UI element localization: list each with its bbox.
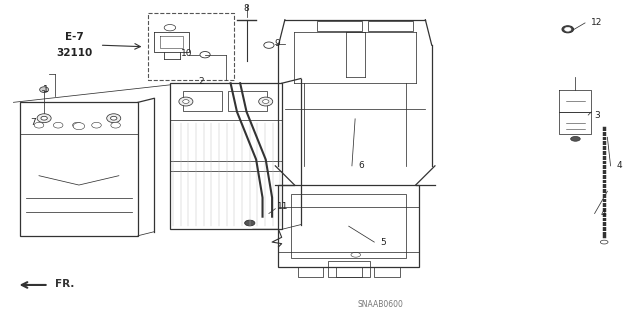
Ellipse shape bbox=[34, 122, 44, 128]
Text: E-7: E-7 bbox=[65, 32, 83, 42]
Bar bbox=[20, 102, 138, 236]
Ellipse shape bbox=[37, 114, 51, 123]
Bar bbox=[317, 21, 362, 31]
Ellipse shape bbox=[111, 116, 117, 120]
Text: 11: 11 bbox=[276, 202, 288, 211]
Ellipse shape bbox=[244, 220, 255, 226]
Bar bbox=[298, 268, 323, 277]
Ellipse shape bbox=[53, 122, 63, 128]
Bar bbox=[278, 185, 419, 268]
Ellipse shape bbox=[562, 26, 573, 33]
Text: 7: 7 bbox=[30, 118, 36, 127]
Ellipse shape bbox=[73, 123, 84, 130]
Ellipse shape bbox=[92, 122, 101, 128]
Text: 2: 2 bbox=[198, 77, 204, 86]
Bar bbox=[228, 91, 267, 111]
Text: 8: 8 bbox=[244, 4, 250, 13]
Ellipse shape bbox=[41, 116, 47, 120]
Ellipse shape bbox=[259, 97, 273, 106]
Text: 4: 4 bbox=[601, 209, 607, 218]
Text: 5: 5 bbox=[381, 238, 387, 247]
Text: 6: 6 bbox=[358, 161, 364, 170]
Ellipse shape bbox=[107, 114, 121, 123]
Ellipse shape bbox=[111, 122, 120, 128]
Text: 32110: 32110 bbox=[56, 48, 92, 58]
Ellipse shape bbox=[164, 25, 175, 31]
Text: 10: 10 bbox=[180, 48, 192, 58]
Text: 12: 12 bbox=[591, 19, 603, 27]
Text: 4: 4 bbox=[617, 161, 623, 170]
Ellipse shape bbox=[200, 51, 210, 58]
Text: FR.: FR. bbox=[55, 279, 74, 289]
Ellipse shape bbox=[182, 100, 189, 103]
Bar bbox=[148, 13, 234, 80]
Ellipse shape bbox=[40, 87, 49, 93]
Bar bbox=[368, 21, 413, 31]
Ellipse shape bbox=[351, 252, 360, 257]
Bar bbox=[336, 268, 362, 277]
Text: SNAAB0600: SNAAB0600 bbox=[358, 300, 404, 308]
Ellipse shape bbox=[600, 240, 608, 244]
Ellipse shape bbox=[262, 100, 269, 103]
Ellipse shape bbox=[179, 97, 193, 106]
Bar bbox=[374, 268, 400, 277]
Bar bbox=[291, 195, 406, 258]
Bar bbox=[328, 261, 370, 277]
Ellipse shape bbox=[264, 42, 274, 48]
Bar bbox=[170, 83, 282, 229]
Ellipse shape bbox=[571, 137, 580, 141]
Text: 3: 3 bbox=[595, 111, 600, 120]
Text: 9: 9 bbox=[274, 39, 280, 48]
Bar bbox=[183, 91, 223, 111]
Ellipse shape bbox=[72, 122, 82, 128]
Ellipse shape bbox=[564, 27, 571, 31]
Text: 1: 1 bbox=[43, 85, 49, 94]
